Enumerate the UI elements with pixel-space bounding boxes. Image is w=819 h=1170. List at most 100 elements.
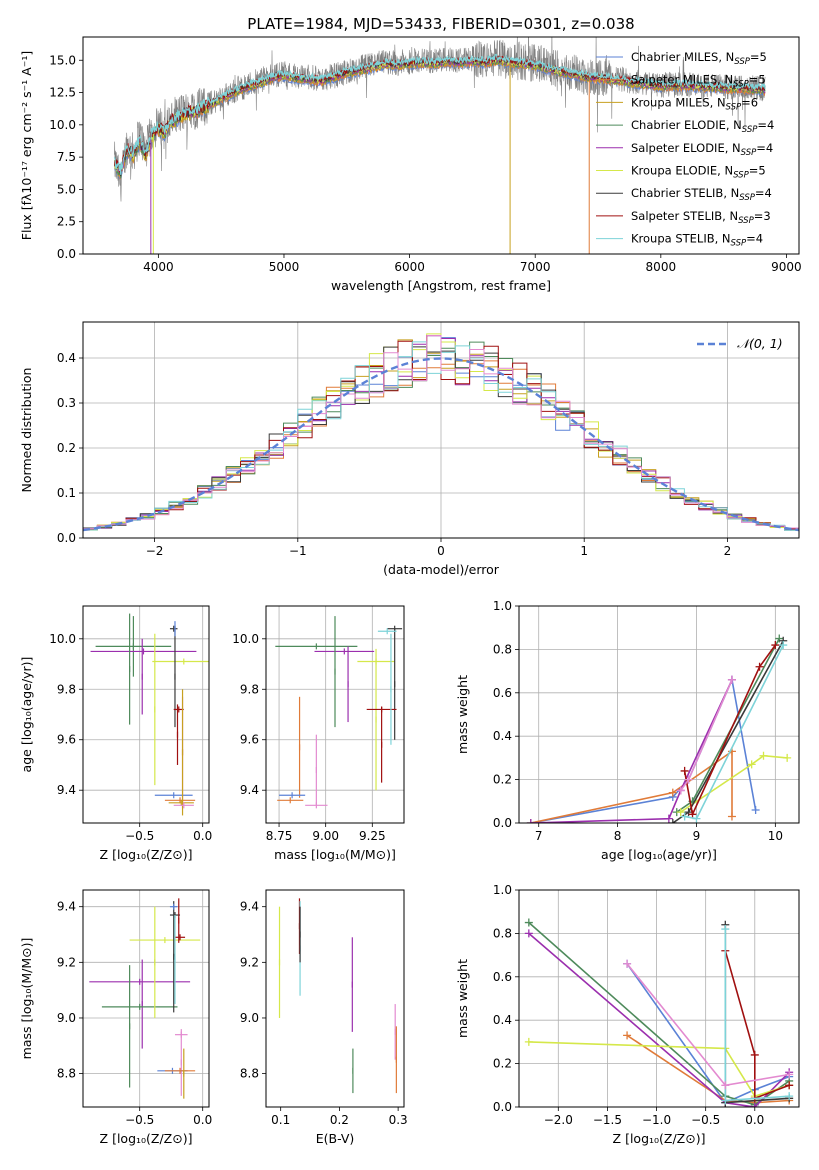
errorbar-point bbox=[279, 792, 306, 799]
x-tick-label: −2 bbox=[146, 544, 164, 558]
mass_vs_Z-frame bbox=[82, 889, 210, 1108]
weight_vs_Z-plot-area bbox=[524, 918, 794, 1107]
legend-entry: Chabrier STELIB, NSSP=4 bbox=[631, 186, 772, 203]
errorbar-point bbox=[129, 937, 201, 944]
legend-subscript: SSP bbox=[734, 57, 750, 67]
weight-line-9 bbox=[626, 963, 790, 1087]
legend-entry: Kroupa ELODIE, NSSP=5 bbox=[631, 164, 766, 181]
x-tick-label: 8 bbox=[614, 829, 622, 843]
weight-marker bbox=[692, 814, 701, 823]
y-tick-label: 0.3 bbox=[57, 396, 76, 410]
weight-marker bbox=[668, 788, 677, 797]
errorbar-point bbox=[277, 797, 304, 804]
y-tick-label: 9.4 bbox=[57, 900, 76, 914]
legend-entry: Salpeter STELIB, NSSP=3 bbox=[631, 209, 771, 226]
y-tick-label: 1.0 bbox=[493, 599, 512, 613]
x-tick-label: 7 bbox=[535, 829, 543, 843]
mass_vs_ebv-frame bbox=[265, 889, 405, 1108]
errorbar-point bbox=[377, 628, 397, 635]
weight-marker bbox=[721, 1081, 730, 1090]
weight-marker bbox=[623, 959, 632, 968]
weight-marker bbox=[785, 1081, 794, 1090]
y-tick-label: 15.0 bbox=[49, 53, 76, 67]
legend-suffix: =4 bbox=[746, 232, 763, 246]
mass_vs_Z-plot-area bbox=[89, 898, 201, 1099]
x-tick-label: −1.5 bbox=[593, 1113, 622, 1127]
x-axis-label: wavelength [Angstrom, rest frame] bbox=[331, 278, 551, 293]
weight-marker bbox=[524, 1037, 533, 1046]
weight-marker bbox=[750, 1050, 759, 1059]
x-tick-label: 0.3 bbox=[389, 1113, 408, 1127]
y-tick-label: 5.0 bbox=[57, 182, 76, 196]
y-axis-label: Flux [fλ10⁻¹⁷ erg cm⁻² s⁻¹ A⁻¹] bbox=[19, 51, 34, 240]
residual-legend: 𝒩(0, 1) bbox=[697, 336, 783, 351]
x-tick-label: −0.5 bbox=[125, 1113, 154, 1127]
legend-label: Chabrier STELIB, N bbox=[631, 186, 739, 200]
legend-entry: Kroupa MILES, NSSP=6 bbox=[631, 95, 758, 112]
errorbar-point bbox=[154, 792, 193, 799]
age_vs_mass-frame bbox=[265, 605, 405, 824]
weight-marker bbox=[664, 814, 673, 823]
spectrum-frame bbox=[82, 36, 800, 255]
errorbar-point bbox=[169, 625, 178, 632]
weight-marker bbox=[779, 641, 788, 650]
y-tick-label: 10.0 bbox=[49, 118, 76, 132]
x-tick-label: 9.00 bbox=[312, 829, 339, 843]
legend-label: Salpeter STELIB, N bbox=[631, 209, 738, 223]
x-tick-label: 0.0 bbox=[745, 1113, 764, 1127]
model-line-9 bbox=[113, 53, 766, 175]
x-tick-label: 1 bbox=[580, 544, 588, 558]
legend-subscript: SSP bbox=[742, 125, 758, 135]
x-tick-label: 6000 bbox=[394, 260, 425, 274]
errorbar-point bbox=[275, 643, 358, 650]
errorbar-point bbox=[173, 802, 194, 809]
x-tick-label: 0 bbox=[437, 544, 445, 558]
mass_vs_ebv-axes: 0.1 0.2 0.3 8.8 9.0 9.2 9.4 E(B-V) bbox=[240, 900, 408, 1146]
x-tick-label: 4000 bbox=[143, 260, 174, 274]
weight-marker bbox=[759, 751, 768, 760]
y-axis-label: mass weight bbox=[455, 959, 470, 1038]
errorbar-point bbox=[95, 616, 172, 677]
weight-line-1 bbox=[626, 963, 790, 1104]
y-tick-label: 0.8 bbox=[493, 926, 512, 940]
weight_vs_age-frame bbox=[518, 605, 800, 824]
y-tick-label: 0.6 bbox=[493, 686, 512, 700]
legend-label: Kroupa STELIB, N bbox=[631, 232, 731, 246]
x-tick-label: −2.0 bbox=[544, 1113, 573, 1127]
weight-line-4 bbox=[530, 679, 733, 823]
x-tick-label: −1 bbox=[289, 544, 307, 558]
weight-marker bbox=[727, 675, 736, 684]
weight-marker bbox=[751, 805, 760, 814]
y-tick-label: 8.8 bbox=[240, 1067, 259, 1081]
weight-line-8 bbox=[724, 929, 790, 1102]
weight-line-4 bbox=[528, 932, 790, 1107]
errorbar-point bbox=[169, 903, 178, 910]
x-tick-label: 8000 bbox=[646, 260, 677, 274]
y-tick-label: 0.4 bbox=[493, 729, 512, 743]
weight-marker bbox=[676, 786, 685, 795]
x-axis-label: E(B-V) bbox=[316, 1131, 355, 1146]
y-tick-label: 12.5 bbox=[49, 86, 76, 100]
legend-suffix: =4 bbox=[757, 118, 774, 132]
weight-marker bbox=[771, 641, 780, 650]
weight_vs_Z-axes: −2.0 −1.5 −1.0 −0.5 0.0 0.0 0.2 0.4 0.6 0.8 1.0 Z [… bbox=[455, 883, 799, 1146]
legend-label: Salpeter MILES, N bbox=[631, 73, 733, 87]
y-axis-label: age [log₁₀(age/yr)] bbox=[19, 657, 34, 773]
legend-suffix: =4 bbox=[755, 186, 772, 200]
legend-entry: Kroupa STELIB, NSSP=4 bbox=[631, 232, 763, 249]
y-tick-label: 0.0 bbox=[57, 247, 76, 261]
weight-line-5 bbox=[528, 1041, 790, 1098]
weight-line-3 bbox=[528, 921, 790, 1106]
legend-subscript: SSP bbox=[726, 102, 742, 112]
x-tick-label: −0.5 bbox=[691, 1113, 720, 1127]
y-axis-label: mass weight bbox=[455, 675, 470, 754]
legend-label: Chabrier MILES, N bbox=[631, 50, 734, 64]
legend-suffix: =5 bbox=[749, 164, 766, 178]
weight-marker bbox=[524, 929, 533, 938]
y-tick-label: 0.0 bbox=[493, 1100, 512, 1114]
legend-entry: Chabrier ELODIE, NSSP=4 bbox=[631, 118, 774, 135]
x-tick-label: 7000 bbox=[520, 260, 551, 274]
x-tick-label: 9 bbox=[693, 829, 701, 843]
